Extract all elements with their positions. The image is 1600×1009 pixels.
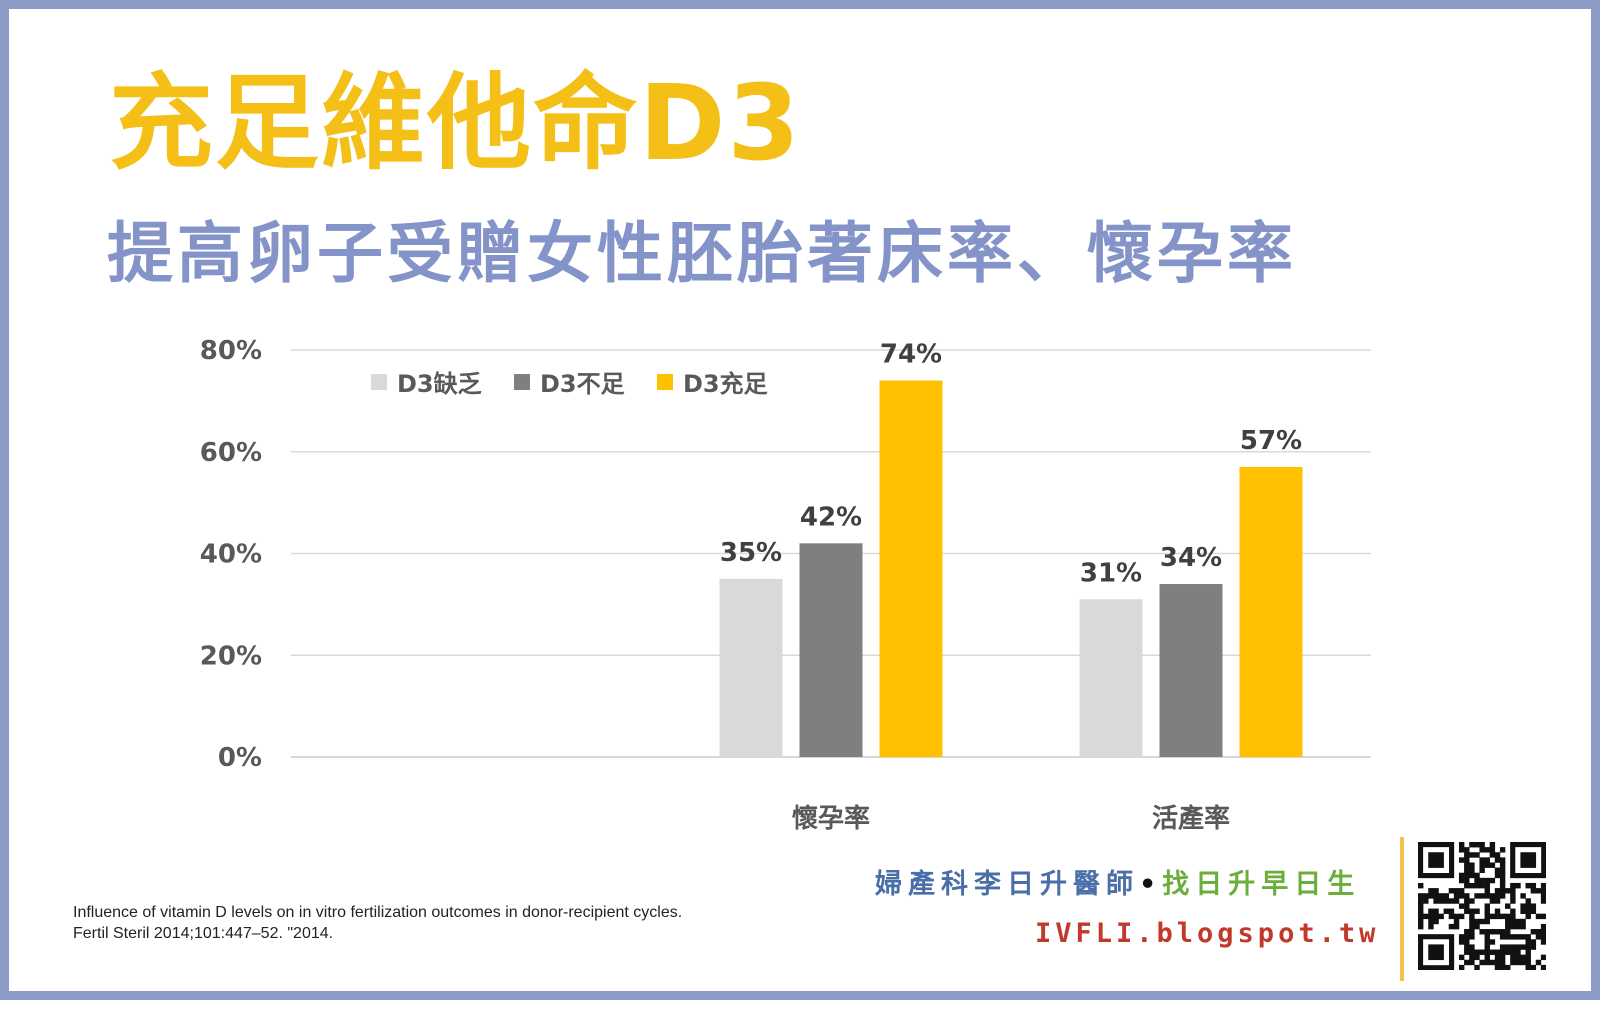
data-label: 42% bbox=[800, 502, 862, 532]
subtitle: 提高卵子受贈女性胚胎著床率、懷孕率 bbox=[107, 215, 1297, 292]
bar-chart: 0% 20% 40% 60% 80% 35% 42% 74% 懷孕率 31% 34% 57% 活產率 D3… bbox=[200, 336, 1371, 834]
legend-swatch bbox=[657, 374, 673, 390]
brand-site: IVFLI.blogspot.tw bbox=[1035, 918, 1380, 949]
brand-line: 婦產科李日升醫師•找日升早日生 bbox=[875, 871, 1360, 898]
y-tick-label: 0% bbox=[218, 743, 262, 773]
data-label: 57% bbox=[1240, 426, 1302, 456]
bar bbox=[1079, 599, 1143, 757]
qr-code-icon bbox=[1418, 842, 1546, 970]
data-label: 74% bbox=[880, 340, 942, 370]
y-tick-label: 40% bbox=[200, 540, 262, 570]
data-label: 35% bbox=[720, 538, 782, 568]
bar bbox=[799, 543, 863, 757]
legend-label: D3不足 bbox=[540, 370, 625, 398]
legend-label: D3充足 bbox=[683, 370, 768, 398]
brand-separator: • bbox=[1139, 869, 1163, 900]
y-tick-label: 80% bbox=[200, 336, 262, 366]
x-tick-label: 懷孕率 bbox=[792, 803, 870, 834]
brand-divider bbox=[1400, 837, 1404, 981]
data-label: 34% bbox=[1160, 543, 1222, 573]
bar bbox=[1239, 467, 1303, 757]
data-label: 31% bbox=[1080, 558, 1142, 588]
citation: Influence of vitamin D levels on in vitr… bbox=[73, 902, 682, 944]
legend-swatch bbox=[514, 374, 530, 390]
citation-line-1: Influence of vitamin D levels on in vitr… bbox=[73, 904, 683, 921]
citation-line-2: Fertil Steril 2014;101:447–52. "2014. bbox=[73, 925, 334, 942]
brand-doctor: 婦產科李日升醫師 bbox=[875, 869, 1139, 900]
legend-swatch bbox=[371, 374, 387, 390]
legend-label: D3缺乏 bbox=[397, 370, 482, 398]
bar bbox=[879, 380, 943, 757]
x-tick-label: 活產率 bbox=[1152, 803, 1230, 834]
brand-slogan: 找日升早日生 bbox=[1162, 869, 1361, 900]
bar bbox=[719, 578, 783, 757]
main-title: 充足維他命D3 bbox=[109, 62, 802, 184]
y-tick-label: 20% bbox=[200, 641, 262, 671]
y-tick-label: 60% bbox=[200, 438, 262, 468]
bar bbox=[1159, 584, 1223, 757]
